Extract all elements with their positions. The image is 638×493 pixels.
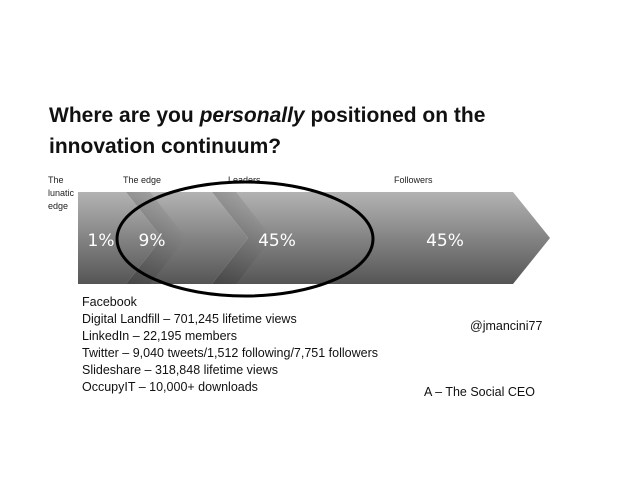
- stage-label-leaders: Leaders: [228, 175, 261, 185]
- twitter-handle: @jmancini77: [470, 319, 543, 333]
- stat-line: Twitter – 9,040 tweets/1,512 following/7…: [82, 346, 379, 360]
- percent-lunatic-edge: 1%: [88, 231, 115, 251]
- stage-label-edge: The edge: [123, 175, 162, 185]
- edge-arrow-segment: [78, 192, 162, 284]
- arrow-segment-shade: [212, 192, 272, 284]
- stage-label-followers: Followers: [394, 175, 433, 185]
- title-emphasis: personally: [199, 104, 305, 127]
- followers-arrow-segment: [212, 192, 550, 284]
- stat-line: Digital Landfill – 701,245 lifetime view…: [82, 312, 297, 326]
- position-highlight-ellipse: [115, 180, 375, 298]
- stage-label-lunatic-edge: The lunatic edge: [48, 175, 75, 211]
- stat-line: Slideshare – 318,848 lifetime views: [82, 363, 278, 377]
- percent-leaders: 45%: [258, 231, 296, 251]
- stat-line: Facebook: [82, 295, 137, 309]
- title-part1: Where are you: [49, 104, 200, 127]
- percent-edge: 9%: [139, 231, 166, 251]
- slide-title: Where are you personally positioned on t…: [49, 100, 569, 162]
- title-line2: innovation continuum?: [49, 135, 282, 158]
- title-part2: positioned on the: [304, 104, 486, 127]
- social-stats-list: Facebook Digital Landfill – 701,245 life…: [82, 294, 378, 396]
- arrow-segment-shade: [126, 192, 186, 284]
- stat-line: LinkedIn – 22,195 members: [82, 329, 237, 343]
- credit-line: A – The Social CEO: [424, 385, 535, 399]
- percent-followers: 45%: [426, 231, 464, 251]
- stat-line: OccupyIT – 10,000+ downloads: [82, 380, 258, 394]
